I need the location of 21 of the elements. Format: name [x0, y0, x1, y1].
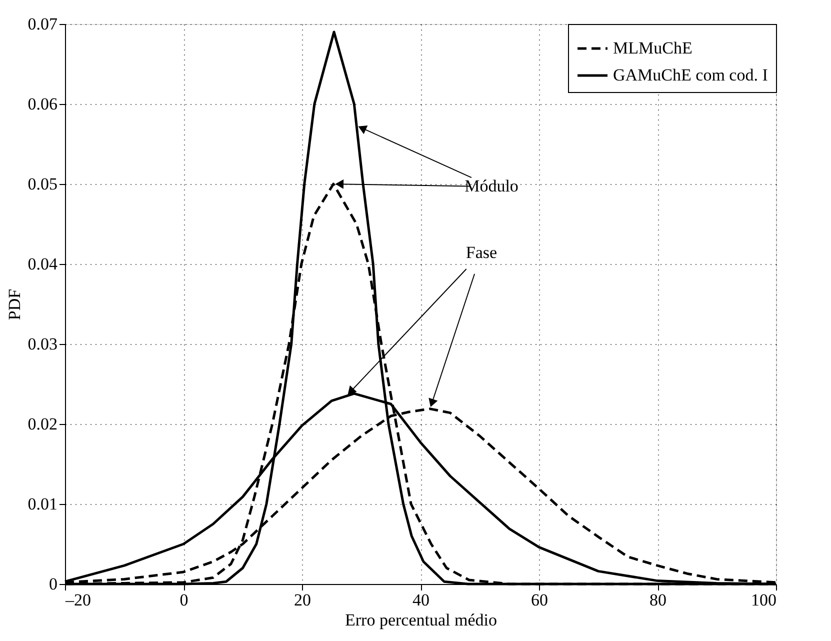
x-axis-title: Erro percentual médio: [345, 610, 497, 630]
legend-label: GAMuChE com cod. I: [613, 66, 768, 84]
x-tick-label: 40: [412, 590, 430, 610]
x-tick-label: 80: [650, 590, 666, 610]
y-tick-label: 0.06: [28, 94, 58, 114]
y-tick-label: 0.04: [28, 254, 58, 274]
y-tick-label: 0.07: [28, 14, 58, 34]
y-tick-label: 0.02: [28, 414, 58, 434]
x-tick-label: 0: [180, 590, 188, 610]
x-tick-label: 100: [751, 590, 776, 610]
annotation: Fase: [466, 243, 498, 262]
x-tick-label: 60: [531, 590, 548, 610]
legend-label: MLMuChE: [613, 38, 692, 58]
x-tick-label: –20: [64, 590, 91, 610]
y-tick-label: 0: [49, 574, 58, 594]
y-tick-label: 0.01: [28, 494, 58, 514]
y-tick-label: 0.03: [28, 334, 58, 354]
y-axis-title: PDF: [4, 288, 24, 320]
annotation: Módulo: [464, 176, 518, 196]
y-tick-label: 0.05: [28, 174, 58, 194]
x-tick-label: 20: [294, 590, 311, 610]
